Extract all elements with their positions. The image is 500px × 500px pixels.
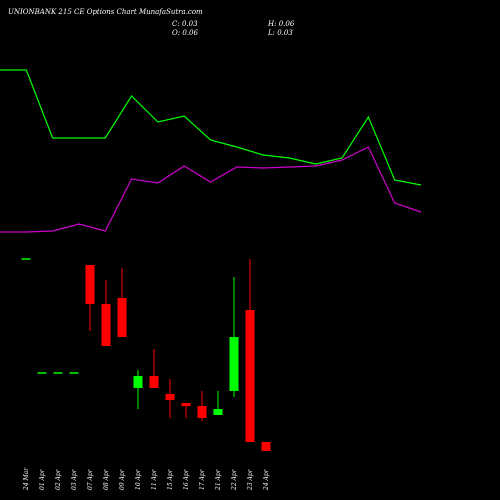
- x-tick-label: 17 Apr: [199, 468, 206, 490]
- candle-body: [53, 372, 63, 374]
- candle-body: [21, 258, 31, 260]
- x-tick-label: 23 Apr: [247, 468, 254, 491]
- x-tick-label: 21 Apr: [215, 468, 222, 491]
- candle-body: [101, 304, 111, 346]
- x-tick-label: 22 Apr: [231, 468, 238, 491]
- stat: L: 0.03: [267, 29, 293, 37]
- chart-title: UNIONBANK 215 CE Options Chart MunafaSut…: [8, 8, 203, 16]
- stat: O: 0.06: [172, 29, 198, 37]
- candle-body: [181, 403, 191, 406]
- x-tick-label: 10 Apr: [135, 468, 142, 490]
- candle-body: [85, 265, 95, 304]
- candle-body: [229, 337, 239, 391]
- x-tick-label: 24 Mar: [23, 467, 30, 491]
- candle-body: [117, 298, 127, 337]
- x-tick-label: 09 Apr: [119, 468, 126, 490]
- x-tick-label: 24 Apr: [263, 468, 270, 491]
- candle-body: [69, 372, 79, 374]
- candle-body: [197, 406, 207, 418]
- line: [0, 146, 422, 233]
- x-tick-label: 02 Apr: [55, 468, 62, 490]
- x-tick-label: 08 Apr: [103, 468, 110, 490]
- x-tick-label: 01 Apr: [39, 468, 46, 490]
- candle-body: [149, 376, 159, 388]
- line: [0, 69, 422, 186]
- x-tick-label: 07 Apr: [87, 468, 94, 490]
- candle-body: [213, 409, 223, 415]
- x-tick-label: 15 Apr: [167, 468, 174, 490]
- x-tick-label: 11 Apr: [151, 468, 158, 490]
- x-tick-label: 16 Apr: [183, 468, 190, 490]
- stat: C: 0.03: [172, 20, 198, 28]
- candle-body: [245, 310, 255, 442]
- candle-body: [133, 376, 143, 388]
- stat: H: 0.06: [267, 20, 295, 28]
- candle-body: [37, 372, 47, 374]
- candle-body: [261, 442, 271, 451]
- candle-body: [165, 394, 175, 400]
- x-tick-label: 03 Apr: [71, 468, 78, 490]
